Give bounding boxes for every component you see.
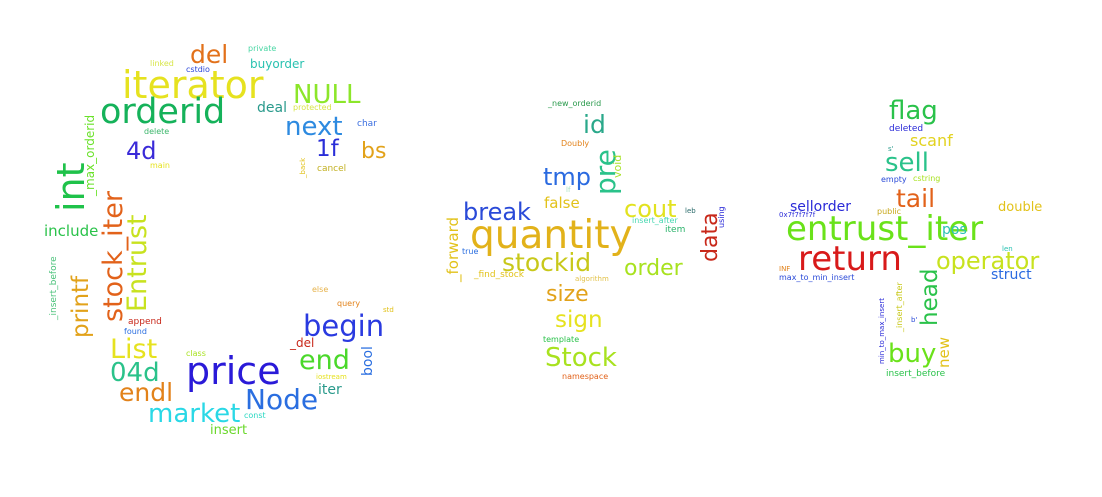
word: lf: [566, 186, 571, 194]
word: price: [186, 349, 281, 393]
word: append: [128, 317, 162, 327]
word: insert_before: [886, 369, 946, 379]
word: Stock: [545, 343, 617, 373]
word: next: [285, 112, 343, 142]
word: Doubly: [561, 139, 590, 148]
word: Entrust: [122, 214, 153, 312]
word: empty: [881, 175, 907, 184]
word: _insert_after: [895, 282, 904, 332]
word: tmp: [543, 163, 592, 191]
word: linked: [150, 59, 174, 68]
word: del: [190, 40, 229, 69]
word: deal: [257, 100, 287, 116]
word: leb: [685, 207, 696, 215]
word: cout: [624, 195, 677, 223]
word: printf: [68, 275, 94, 338]
word: len: [1002, 245, 1013, 253]
word: data: [698, 212, 723, 262]
word: deleted: [889, 124, 924, 134]
word: min_to_max_insert: [878, 298, 886, 364]
word: iterator: [122, 63, 264, 107]
word: iter: [318, 382, 342, 398]
word: order: [624, 256, 683, 281]
word: b': [911, 316, 918, 324]
word: main: [150, 161, 170, 170]
word: class: [186, 349, 206, 358]
word: cancel: [317, 164, 347, 174]
word: _forward: [444, 216, 462, 282]
word: item: [665, 225, 686, 235]
word: else: [312, 285, 329, 294]
word: 4d: [126, 137, 157, 165]
word: Node: [245, 383, 319, 416]
word: break: [463, 198, 531, 226]
word: struct: [991, 267, 1032, 283]
word: buy: [888, 339, 937, 369]
word: endl: [119, 378, 174, 407]
word: sign: [555, 307, 603, 333]
word: operator: [936, 247, 1040, 275]
word: INF: [779, 265, 791, 273]
word: flag: [889, 96, 938, 126]
word: insert_after: [632, 216, 678, 225]
word: 1f: [316, 136, 339, 162]
word: delete: [144, 127, 170, 136]
word: _new_orderid: [548, 99, 602, 108]
word: orderid: [100, 92, 226, 132]
word: include: [44, 222, 99, 240]
word: private: [248, 44, 277, 53]
word: void: [611, 154, 624, 178]
word: 04d: [110, 358, 160, 388]
word: List: [110, 334, 158, 365]
word: new: [935, 336, 953, 368]
word: sellorder: [790, 199, 852, 215]
word: scanf: [910, 131, 953, 150]
word: _insert_before: [49, 256, 59, 320]
word: NULL: [293, 80, 361, 110]
word: quantity: [470, 213, 633, 258]
word: iostream: [316, 373, 347, 381]
word: bs: [361, 139, 387, 164]
word: buyorder: [250, 57, 305, 71]
word: entrust_iter: [786, 209, 984, 249]
word: protected: [293, 103, 332, 112]
word: std: [383, 306, 394, 314]
word: max_to_min_insert: [779, 273, 855, 282]
word: found: [124, 327, 147, 336]
word: namespace: [562, 372, 609, 381]
word: _back: [299, 157, 307, 178]
word: stockid: [502, 248, 592, 277]
word: tail: [896, 184, 936, 213]
word: const: [244, 411, 266, 420]
word: false: [544, 194, 580, 212]
word: bool: [360, 346, 376, 376]
word: query: [337, 299, 361, 308]
word: _del: [290, 336, 315, 350]
word: id: [583, 110, 606, 139]
word: market: [148, 399, 241, 429]
word: cstdio: [186, 65, 210, 74]
word: return: [798, 239, 902, 279]
word: double: [998, 200, 1043, 215]
word: true: [462, 247, 479, 256]
word: insert: [210, 423, 248, 438]
word: sell: [885, 148, 929, 178]
word: size: [546, 282, 589, 307]
word: template: [543, 335, 580, 344]
word: algorithm: [575, 275, 609, 283]
word: public: [877, 207, 902, 216]
word: pos: [942, 222, 967, 238]
word: end: [299, 345, 350, 376]
word: cstring: [913, 174, 941, 183]
word: 0x7f7f7f7f: [779, 211, 816, 219]
word: char: [357, 119, 377, 129]
word: head: [917, 268, 943, 326]
word: _find_stock: [474, 270, 524, 280]
word: s': [888, 145, 894, 153]
word: begin: [303, 309, 385, 343]
word: _max_orderid: [83, 114, 97, 196]
